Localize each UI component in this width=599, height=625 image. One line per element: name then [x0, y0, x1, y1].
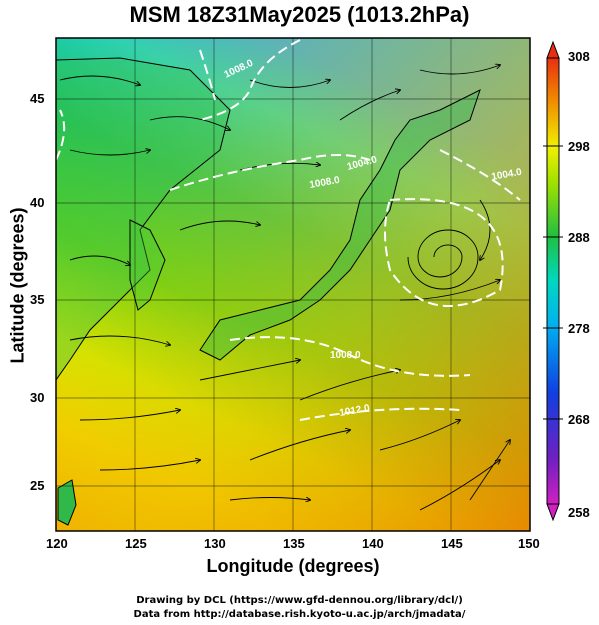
chart-title: MSM 18Z31May2025 (1013.2hPa): [129, 2, 470, 27]
y-tick-label: 35: [30, 292, 45, 307]
x-tick-label: 140: [362, 536, 384, 551]
x-tick-label: 130: [204, 536, 226, 551]
colorbar-label: 308: [568, 49, 590, 64]
x-tick-label: 150: [518, 536, 540, 551]
x-tick-label: 120: [46, 536, 68, 551]
colorbar-label: 288: [568, 230, 590, 245]
contour-label: 1008.0: [330, 350, 361, 361]
streamlines: [59, 65, 510, 511]
y-tick-label: 40: [30, 195, 45, 210]
x-tick-label: 145: [441, 536, 463, 551]
y-tick-label: 30: [30, 390, 45, 405]
plot-frame: [55, 37, 531, 532]
credit-drawing: Drawing by DCL (https://www.gfd-dennou.o…: [136, 595, 463, 606]
credit-data: Data from http://database.rish.kyoto-u.a…: [133, 609, 466, 620]
colorbar-max-arrow: [546, 40, 560, 59]
colorbar: [543, 40, 563, 522]
pressure-contours: [56, 39, 521, 421]
temperature-field: [56, 38, 530, 531]
x-tick-label: 125: [125, 536, 147, 551]
y-tick-label: 45: [30, 91, 45, 106]
y-tick-label: 25: [30, 478, 45, 493]
x-axis-label: Longitude (degrees): [206, 556, 380, 576]
coastline-taiwan: [57, 479, 77, 526]
colorbar-label: 298: [568, 139, 590, 154]
coastline-asia: [56, 57, 231, 381]
contour-label: 1004.0: [491, 167, 523, 183]
colorbar-min-arrow: [546, 503, 560, 522]
colorbar-label: 278: [568, 321, 590, 336]
contour-label: 1012.0: [339, 403, 371, 419]
contour-label: 1008.0: [309, 175, 341, 191]
colorbar-label: 268: [568, 412, 590, 427]
coastline-japan: [199, 89, 481, 361]
x-tick-label: 135: [283, 536, 305, 551]
colorbar-label: 258: [568, 505, 590, 520]
y-axis-label: Latitude (degrees): [7, 207, 28, 364]
